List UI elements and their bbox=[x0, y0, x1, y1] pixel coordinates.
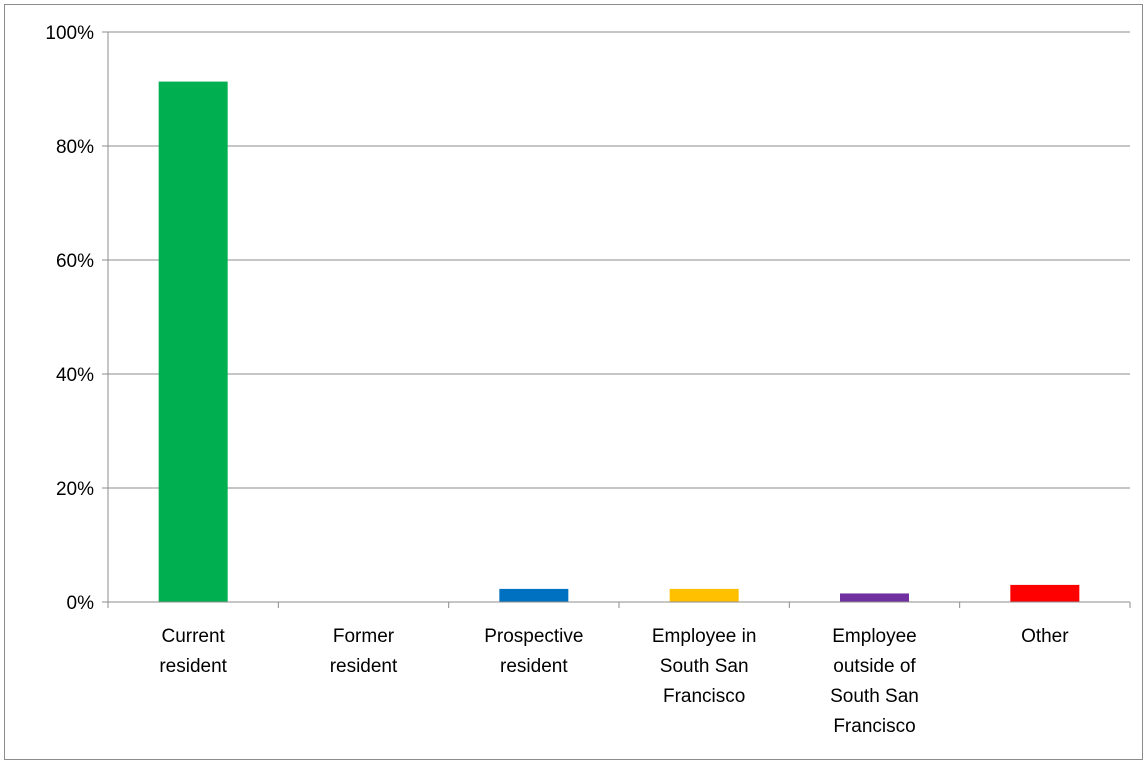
x-category-label-line: resident bbox=[159, 656, 227, 677]
y-tick-label: 80% bbox=[56, 137, 94, 158]
axes bbox=[102, 31, 1131, 608]
x-category-label-line: outside of bbox=[833, 656, 916, 677]
y-tick-labels: 0% 20% 40% 60% 80% 100% bbox=[45, 23, 94, 614]
x-category-label-line: South San bbox=[830, 686, 919, 707]
x-category-label-line: Francisco bbox=[663, 686, 745, 707]
y-tick-label: 100% bbox=[45, 23, 94, 44]
x-category-label-line: Prospective bbox=[484, 626, 583, 647]
bars bbox=[158, 81, 1080, 603]
bar bbox=[840, 593, 909, 602]
gridlines bbox=[108, 31, 1130, 489]
x-category-label-line: Employee bbox=[832, 626, 917, 647]
x-category-label: Current resident bbox=[159, 626, 227, 677]
x-category-label-line: South San bbox=[660, 656, 749, 677]
bar bbox=[158, 81, 228, 603]
bar bbox=[1010, 584, 1080, 602]
y-tick-label: 20% bbox=[56, 479, 94, 500]
y-tick-label: 0% bbox=[67, 593, 95, 614]
x-category-label-line: Francisco bbox=[833, 716, 915, 737]
x-category-label-line: Employee in bbox=[652, 626, 757, 647]
bar bbox=[669, 588, 739, 602]
x-category-label: Employee outside of South San Francisco bbox=[830, 626, 919, 737]
x-category-label: Other bbox=[1021, 626, 1069, 647]
x-category-label-line: Current bbox=[161, 626, 225, 647]
x-category-label: Employee in South San Francisco bbox=[652, 626, 757, 707]
y-tick-label: 60% bbox=[56, 251, 94, 272]
bar bbox=[499, 588, 569, 602]
x-category-label-line: Former bbox=[333, 626, 395, 647]
y-tick-label: 40% bbox=[56, 365, 94, 386]
x-category-label-line: Other bbox=[1021, 626, 1069, 647]
x-category-label: Prospective resident bbox=[484, 626, 583, 677]
x-category-label-line: resident bbox=[330, 656, 398, 677]
x-category-label-line: resident bbox=[500, 656, 568, 677]
x-category-label: Former resident bbox=[330, 626, 398, 677]
